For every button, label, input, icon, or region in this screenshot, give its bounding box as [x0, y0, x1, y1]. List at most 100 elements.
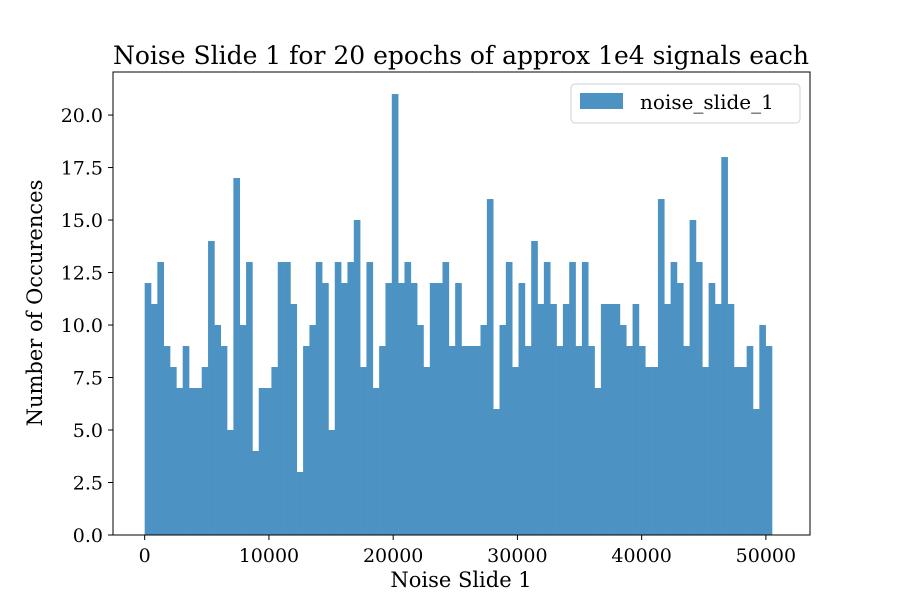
histogram-bar — [683, 346, 690, 535]
histogram-bar — [157, 262, 164, 535]
histogram-bar — [702, 367, 709, 535]
histogram-bar — [543, 262, 551, 535]
histogram-bar — [315, 262, 323, 535]
histogram-bar — [239, 325, 247, 535]
histogram-bar — [410, 283, 418, 535]
y-tick-label: 20.0 — [61, 105, 103, 127]
histogram-bar — [442, 262, 450, 535]
y-tick-label: 17.5 — [61, 158, 103, 180]
histogram-bar — [651, 367, 659, 535]
legend-swatch-noise-slide-1 — [580, 93, 623, 109]
y-tick-label: 15.0 — [61, 210, 103, 232]
x-tick-label: 20000 — [363, 545, 423, 567]
y-tick-label: 2.5 — [73, 473, 103, 495]
histogram-bar — [360, 367, 367, 535]
histogram-bar — [265, 388, 272, 535]
histogram-bar — [144, 283, 152, 535]
histogram-bar — [733, 367, 741, 535]
legend-frame — [570, 83, 801, 124]
x-tick-label: 40000 — [611, 545, 671, 567]
histogram-bar — [575, 346, 583, 535]
histogram-bar — [759, 325, 766, 535]
histogram-bar — [214, 325, 222, 535]
histogram-bar — [404, 262, 412, 535]
histogram-bar — [689, 220, 697, 535]
legend: noise_slide_1 — [570, 83, 801, 124]
histogram-bar — [170, 367, 177, 535]
histogram-bar — [436, 283, 443, 535]
histogram-bar — [480, 325, 488, 535]
histogram-bar — [537, 304, 545, 535]
histogram-bar — [752, 409, 760, 535]
histogram-bar — [740, 367, 747, 535]
histogram-bar — [347, 262, 355, 535]
histogram-bar — [638, 346, 646, 535]
histogram-bar — [556, 346, 564, 535]
axes-frame — [112, 71, 811, 536]
histogram-bar — [372, 388, 380, 535]
histogram-bar — [588, 346, 595, 535]
histogram-bar — [531, 241, 538, 535]
histogram-bar — [746, 346, 754, 535]
histogram-bar — [353, 220, 361, 535]
y-tick-label: 5.0 — [73, 420, 103, 442]
histogram-bar — [562, 304, 570, 535]
y-tick-label: 7.5 — [73, 368, 103, 390]
histogram-bar — [220, 346, 228, 535]
histogram-bar — [290, 304, 298, 535]
histogram-bar — [151, 304, 158, 535]
histogram-bar — [657, 199, 665, 536]
histogram-bar — [328, 430, 336, 535]
histogram-bar — [271, 367, 279, 535]
histogram-bar — [664, 304, 671, 535]
x-axis-ticks: 0 10000 20000 30000 40000 50000 — [139, 535, 796, 567]
x-tick-label: 10000 — [239, 545, 299, 567]
histogram-bar — [334, 262, 342, 535]
histogram-bar — [467, 346, 475, 535]
histogram-bar — [626, 346, 633, 535]
histogram-bar — [176, 388, 183, 535]
histogram-bar — [594, 388, 602, 535]
histogram-bar — [385, 283, 393, 535]
histogram-bar — [613, 304, 621, 535]
histogram-bar — [645, 367, 652, 535]
histogram-bar — [581, 262, 589, 535]
histogram-bar — [341, 283, 348, 535]
histogram-bar — [277, 262, 285, 535]
histogram-bar — [499, 325, 507, 535]
histogram-bar — [600, 304, 608, 535]
histogram-bar — [448, 346, 456, 535]
histogram-bar — [246, 262, 253, 535]
histogram-bar — [461, 346, 469, 535]
histogram-bar — [524, 346, 532, 535]
histogram-bar — [182, 346, 190, 535]
histogram-bar — [423, 367, 431, 535]
histogram-bar — [619, 325, 627, 535]
legend-label-noise-slide-1: noise_slide_1 — [640, 90, 774, 114]
histogram-bar — [366, 262, 374, 535]
histogram-bar — [189, 388, 196, 535]
histogram-bar — [379, 346, 386, 535]
histogram-bar — [284, 262, 291, 535]
histogram-bar — [296, 472, 304, 535]
y-axis-ticks: 0.0 2.5 5.0 7.5 10.0 12.5 15.0 17.5 20.0 — [61, 105, 113, 547]
histogram-bar — [670, 262, 678, 535]
histogram-bar — [252, 451, 260, 535]
histogram-bar — [550, 304, 557, 535]
x-tick-label: 30000 — [487, 545, 547, 567]
histogram-bar — [303, 346, 310, 535]
histogram-bar — [455, 283, 462, 535]
histogram-bar — [714, 304, 722, 535]
histogram-bar — [727, 304, 735, 535]
histogram-bar — [233, 178, 241, 536]
y-tick-label: 10.0 — [61, 315, 103, 337]
histogram-bar — [607, 304, 614, 535]
histogram-bar — [195, 388, 203, 535]
x-tick-label: 0 — [139, 545, 151, 567]
histogram-bar — [518, 283, 526, 535]
histogram-bar — [632, 304, 640, 535]
histogram-bar — [695, 262, 703, 535]
histogram-bar — [398, 283, 405, 535]
histogram-bar — [201, 367, 209, 535]
